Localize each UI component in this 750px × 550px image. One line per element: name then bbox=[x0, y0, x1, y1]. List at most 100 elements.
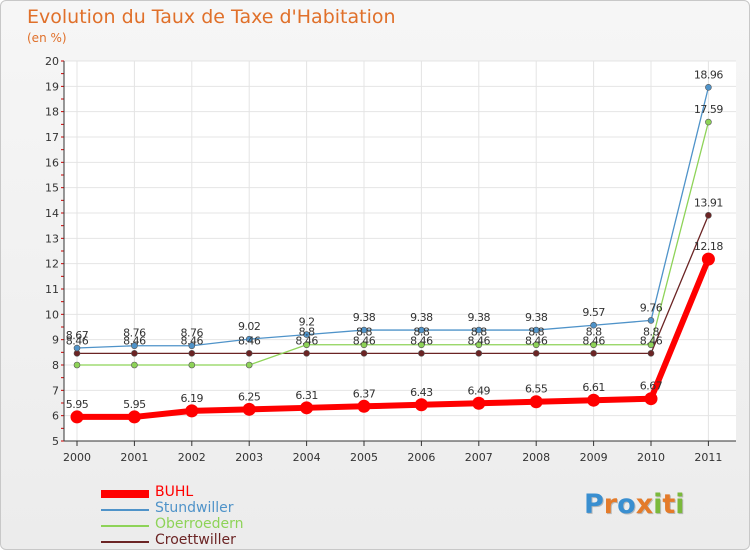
point-croettwiller-2006 bbox=[418, 350, 425, 357]
point-buhl-2000 bbox=[70, 410, 84, 424]
point-oberroedern-2003 bbox=[245, 361, 253, 369]
point-stundwiller-2001 bbox=[131, 342, 138, 350]
y-tick-label: 17 bbox=[45, 131, 59, 144]
data-label-oberroedern: 8.8 bbox=[643, 326, 659, 339]
point-buhl-2011 bbox=[701, 252, 715, 266]
point-buhl-2007 bbox=[472, 396, 486, 410]
data-label-stundwiller: 9.02 bbox=[238, 320, 261, 333]
point-oberroedern-2008 bbox=[532, 341, 540, 349]
legend-item-buhl: BUHL bbox=[101, 484, 321, 502]
x-tick-label: 2003 bbox=[235, 451, 263, 464]
data-label-oberroedern: 17.59 bbox=[694, 103, 723, 116]
point-croettwiller-2009 bbox=[590, 350, 597, 357]
x-tick-label: 2006 bbox=[407, 451, 435, 464]
data-label-buhl: 6.55 bbox=[525, 383, 548, 396]
data-label-croettwiller: 8.46 bbox=[238, 334, 261, 347]
brand-letter: i bbox=[653, 489, 663, 520]
plot-area bbox=[64, 61, 736, 441]
point-oberroedern-2006 bbox=[418, 341, 425, 349]
x-tick-label: 2004 bbox=[293, 451, 321, 464]
point-oberroedern-2001 bbox=[131, 361, 138, 369]
legend-label-buhl: BUHL bbox=[155, 484, 194, 500]
point-croettwiller-2010 bbox=[647, 350, 655, 357]
data-label-croettwiller: 8.46 bbox=[468, 334, 491, 347]
data-label-buhl: 6.49 bbox=[468, 384, 491, 397]
data-label-stundwiller: 9.76 bbox=[640, 301, 663, 314]
data-label-oberroedern: 8.8 bbox=[413, 326, 429, 339]
data-label-buhl: 6.37 bbox=[353, 387, 376, 400]
series-line-buhl bbox=[77, 257, 712, 420]
point-croettwiller-2002 bbox=[188, 350, 196, 357]
data-label-croettwiller: 8.46 bbox=[66, 334, 89, 347]
point-croettwiller-2011 bbox=[705, 211, 712, 219]
data-label-oberroedern: 8.8 bbox=[586, 326, 602, 339]
line-chart: 5 6 7 8 9 10 11 12 13 14 15 16 17 18 19 20 2000 2001 2002 2… bbox=[45, 55, 736, 464]
y-tick-label: 6 bbox=[52, 410, 59, 423]
y-tick-label: 20 bbox=[45, 55, 59, 68]
brand-letter: t bbox=[662, 489, 676, 520]
y-tick-label: 10 bbox=[45, 308, 59, 321]
x-tick-label: 2009 bbox=[580, 451, 608, 464]
y-tick-label: 16 bbox=[45, 156, 59, 169]
x-tick-label: 2011 bbox=[694, 451, 722, 464]
point-stundwiller-2010 bbox=[647, 317, 655, 324]
data-label-croettwiller: 8.46 bbox=[353, 334, 376, 347]
point-buhl-2009 bbox=[587, 393, 601, 407]
brand-letter: i bbox=[675, 489, 685, 520]
data-label-buhl: 5.95 bbox=[66, 398, 89, 411]
brand-letter: x bbox=[635, 489, 654, 520]
point-stundwiller-2000 bbox=[73, 344, 81, 352]
y-tick-label: 9 bbox=[52, 334, 59, 347]
data-label-croettwiller: 8.46 bbox=[181, 334, 204, 347]
data-label-buhl: 12.18 bbox=[694, 240, 723, 253]
legend-label-stundwiller: Stundwiller bbox=[155, 500, 234, 516]
point-stundwiller-2007 bbox=[475, 326, 483, 334]
legend-label-croettwiller: Croettwiller bbox=[155, 532, 236, 548]
point-stundwiller-2004 bbox=[303, 331, 310, 338]
brand-letter: P bbox=[584, 489, 604, 520]
legend-item-stundwiller: Stundwiller bbox=[101, 500, 321, 518]
point-oberroedern-2007 bbox=[475, 341, 483, 349]
y-tick-label: 11 bbox=[45, 283, 59, 296]
y-tick-label: 5 bbox=[52, 435, 59, 448]
y-tick-label: 13 bbox=[45, 232, 59, 245]
data-label-oberroedern: 8.8 bbox=[299, 326, 315, 339]
point-croettwiller-2003 bbox=[245, 350, 253, 357]
x-tick-label: 2002 bbox=[178, 451, 206, 464]
data-label-stundwiller: 8.76 bbox=[123, 327, 146, 340]
point-stundwiller-2002 bbox=[188, 342, 196, 350]
point-croettwiller-2007 bbox=[475, 350, 483, 357]
data-label-buhl: 6.43 bbox=[410, 386, 433, 399]
legend-item-croettwiller: Croettwiller bbox=[101, 532, 321, 549]
point-stundwiller-2008 bbox=[532, 326, 540, 334]
data-label-stundwiller: 8.76 bbox=[181, 327, 204, 340]
data-label-croettwiller: 8.46 bbox=[640, 334, 663, 347]
data-label-buhl: 6.67 bbox=[640, 380, 663, 393]
brand-letter: o bbox=[617, 489, 636, 520]
data-label-stundwiller: 9.38 bbox=[410, 311, 433, 324]
point-oberroedern-2000 bbox=[73, 361, 81, 369]
y-tick-label: 18 bbox=[45, 106, 59, 119]
point-croettwiller-2008 bbox=[532, 350, 540, 357]
data-label-croettwiller: 13.91 bbox=[694, 196, 723, 209]
data-label-buhl: 6.25 bbox=[238, 390, 261, 403]
y-tick-label: 8 bbox=[52, 359, 59, 372]
point-buhl-2005 bbox=[357, 399, 371, 413]
legend-swatch-oberroedern bbox=[101, 525, 149, 527]
y-tick-label: 14 bbox=[45, 207, 59, 220]
data-label-oberroedern: 8.8 bbox=[471, 326, 487, 339]
y-tick-label: 19 bbox=[45, 80, 59, 93]
point-stundwiller-2009 bbox=[590, 321, 597, 329]
x-tick-label: 2001 bbox=[120, 451, 148, 464]
data-label-oberroedern: 8.8 bbox=[528, 326, 544, 339]
data-label-croettwiller: 8.46 bbox=[582, 334, 605, 347]
point-stundwiller-2006 bbox=[418, 326, 425, 334]
data-label-stundwiller: 9.38 bbox=[468, 311, 491, 324]
point-oberroedern-2009 bbox=[590, 341, 597, 349]
y-tick-label: 15 bbox=[45, 182, 59, 195]
data-label-oberroedern: 8.8 bbox=[356, 326, 372, 339]
data-label-croettwiller: 8.46 bbox=[123, 334, 146, 347]
series-line-stundwiller bbox=[76, 87, 710, 349]
unit-label: (en %) bbox=[27, 31, 67, 45]
point-buhl-2006 bbox=[414, 398, 428, 412]
